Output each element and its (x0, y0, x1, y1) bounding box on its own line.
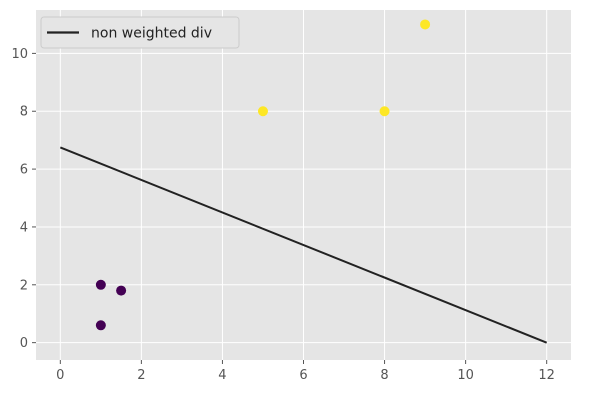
y-tick-label: 4 (20, 220, 28, 235)
scatter-point (257, 106, 268, 117)
x-tick-label: 10 (457, 368, 474, 383)
y-tick-label: 6 (20, 163, 28, 178)
legend-label: non weighted div (91, 26, 212, 42)
y-tick-label: 2 (20, 278, 28, 293)
scatter-point (95, 320, 106, 331)
legend-box (40, 16, 240, 49)
x-tick-label: 8 (380, 368, 388, 383)
y-tick-label: 0 (20, 336, 28, 351)
grid (36, 10, 571, 360)
divider-line (59, 146, 548, 344)
y-tick-label: 8 (20, 105, 28, 120)
scatter-point (379, 106, 390, 117)
x-tick-label: 4 (218, 368, 226, 383)
x-tick-label: 6 (299, 368, 307, 383)
tick-labels: 0 2 4 6 8 10 12 0 2 4 6 8 10 (11, 47, 555, 383)
y-tick-label: 10 (11, 47, 28, 62)
x-tick-label: 12 (538, 368, 555, 383)
legend: non weighted div (40, 16, 240, 49)
x-tick-label: 0 (56, 368, 64, 383)
x-tick-label: 2 (137, 368, 145, 383)
scatter-point (95, 279, 106, 290)
scatter-point (420, 19, 431, 30)
chart-marks (59, 19, 548, 344)
scatter-point (116, 285, 127, 296)
